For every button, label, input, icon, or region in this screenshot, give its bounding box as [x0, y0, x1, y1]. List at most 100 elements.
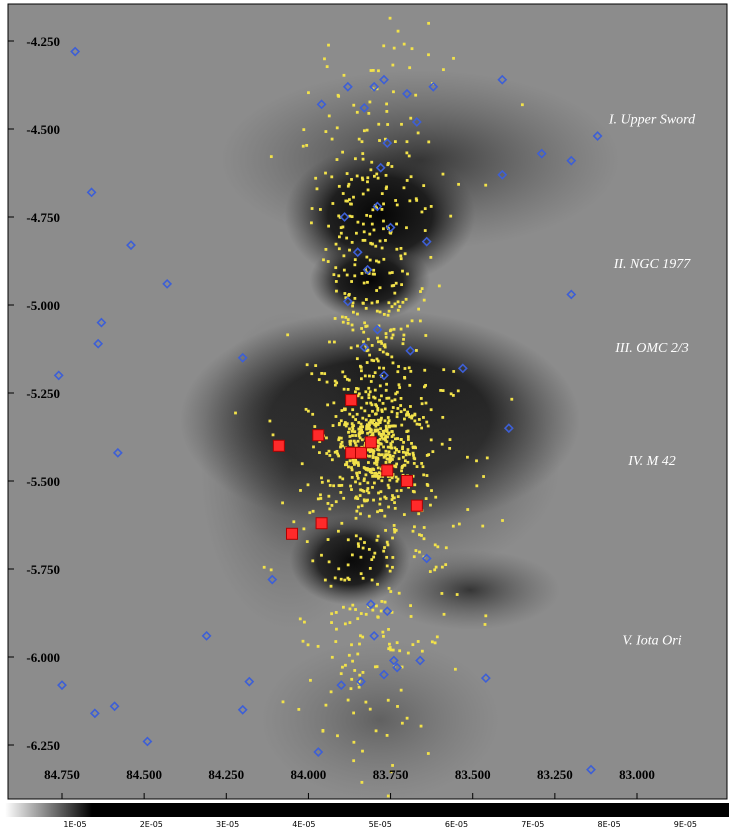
yellow-dot [365, 499, 368, 503]
yellow-dot [372, 228, 376, 232]
yellow-dot [390, 410, 394, 414]
yellow-dot [435, 635, 439, 639]
yellow-dot [387, 309, 391, 313]
blue-diamond-marker [359, 342, 370, 353]
yellow-dot [398, 386, 402, 389]
yellow-dot [332, 340, 336, 344]
yellow-dot [411, 451, 415, 455]
yellow-dot [359, 488, 363, 492]
yellow-dot [378, 437, 382, 441]
yellow-dot [340, 315, 344, 319]
yellow-dot [400, 423, 404, 427]
yellow-dot [402, 440, 405, 444]
yellow-dot [386, 313, 390, 317]
yellow-dot [379, 340, 383, 343]
yellow-dot [381, 630, 385, 634]
yellow-dot [330, 458, 334, 462]
yellow-dot [401, 464, 404, 468]
yellow-dot [363, 238, 367, 242]
yellow-dot [350, 240, 354, 244]
yellow-dot [423, 368, 427, 372]
yellow-dot [352, 439, 356, 443]
yellow-dot [338, 422, 341, 425]
yellow-dot [375, 259, 378, 263]
yellow-dot [351, 415, 355, 419]
yellow-dot [352, 103, 356, 107]
yellow-dot [369, 214, 372, 218]
yellow-dot [358, 430, 362, 434]
red-square-marker [401, 475, 413, 487]
yellow-dot [355, 110, 359, 114]
yellow-dot [361, 671, 365, 674]
yellow-dot [386, 435, 389, 439]
blue-diamond-marker [372, 324, 383, 335]
yellow-dot [409, 175, 413, 179]
yellow-dot [391, 648, 395, 652]
yellow-dot [332, 273, 336, 277]
yellow-dot [372, 451, 375, 455]
yellow-dot [341, 665, 344, 669]
red-square-marker [312, 429, 325, 442]
yellow-dot [391, 496, 395, 500]
yellow-dot [401, 300, 405, 304]
yellow-dot [392, 524, 396, 527]
yellow-dot [365, 467, 369, 470]
yellow-dot [352, 424, 355, 427]
blue-diamond-marker [89, 708, 100, 719]
yellow-dot [430, 489, 433, 492]
yellow-dot [420, 534, 423, 537]
yellow-dot [395, 479, 399, 483]
yellow-dot [361, 192, 365, 196]
yellow-dot [378, 286, 382, 290]
yellow-dot [384, 454, 387, 458]
yellow-dot [434, 495, 438, 499]
yellow-dot [281, 700, 285, 704]
yellow-dot [434, 565, 438, 569]
yellow-dot [389, 648, 393, 652]
yellow-dot [320, 476, 323, 480]
yellow-dot [405, 179, 409, 182]
yellow-dot [396, 495, 400, 499]
red-square-marker [315, 517, 328, 530]
yellow-dot [366, 180, 369, 184]
yellow-dot [372, 174, 376, 178]
yellow-dot [348, 435, 352, 438]
yellow-dot [388, 569, 392, 573]
yellow-dot [349, 484, 352, 488]
yellow-dot [365, 255, 369, 259]
blue-diamond-marker [109, 701, 120, 712]
yellow-dot [392, 433, 395, 437]
blue-diamond-marker [428, 81, 439, 92]
blue-diamond-marker [392, 662, 403, 673]
yellow-dot [390, 399, 394, 403]
yellow-dot [376, 359, 380, 363]
yellow-dot [429, 438, 433, 442]
yellow-dot [364, 473, 368, 477]
yellow-dot [388, 642, 391, 646]
yellow-dot [386, 123, 390, 126]
yellow-dot [409, 615, 413, 618]
yellow-dot [346, 318, 350, 321]
yellow-dot [383, 419, 387, 423]
yellow-dot [386, 794, 390, 798]
yellow-dot [405, 151, 409, 155]
x-tick-label: 83.250 [537, 767, 573, 782]
yellow-dot [426, 484, 430, 487]
yellow-dot [321, 728, 325, 732]
yellow-dot [424, 497, 428, 500]
yellow-dot [324, 703, 328, 707]
yellow-dot [355, 231, 358, 235]
yellow-dot [344, 424, 348, 428]
yellow-dot [311, 509, 315, 513]
yellow-dot [392, 464, 396, 468]
yellow-dot [342, 387, 346, 391]
yellow-dot [431, 450, 435, 454]
yellow-dot [360, 396, 364, 400]
blue-diamond-marker [53, 370, 64, 381]
yellow-dot [375, 474, 379, 478]
yellow-dot [367, 271, 371, 275]
yellow-dot [396, 407, 400, 410]
yellow-dot [380, 453, 384, 457]
yellow-dot [396, 300, 400, 304]
yellow-dot [371, 69, 375, 72]
